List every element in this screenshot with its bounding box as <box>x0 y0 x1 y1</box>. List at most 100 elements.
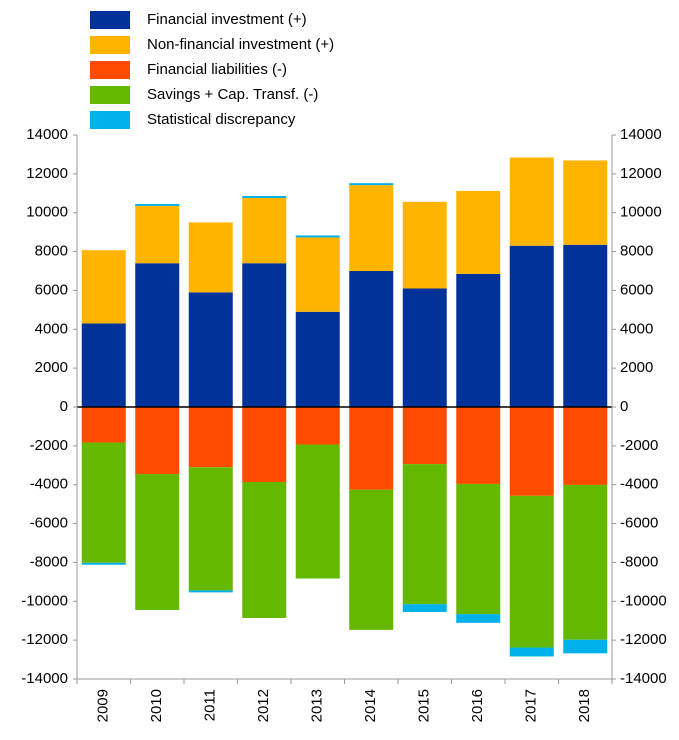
y-tick-label: -2000 <box>30 437 68 454</box>
bar <box>349 489 394 630</box>
bar <box>295 235 340 238</box>
bar <box>135 407 180 475</box>
y-tick-label: 12000 <box>26 165 68 182</box>
bar <box>188 590 233 593</box>
bar <box>135 474 180 611</box>
y-tick-label: 8000 <box>35 243 68 260</box>
y-tick-label: 10000 <box>26 204 68 221</box>
bar <box>563 244 608 407</box>
y2-tick-label: -8000 <box>620 553 658 570</box>
y-tick-label: -6000 <box>30 515 68 532</box>
y-tick-label: -8000 <box>30 553 68 570</box>
y-tick-label: 6000 <box>35 281 68 298</box>
legend-swatch <box>90 86 130 104</box>
bar <box>456 190 501 274</box>
legend-label: Financial liabilities (-) <box>147 61 287 78</box>
legend-swatch <box>90 36 130 54</box>
bar <box>81 407 126 443</box>
y-tick-label: 14000 <box>26 126 68 143</box>
legend-label: Savings + Cap. Transf. (-) <box>147 86 318 103</box>
bar <box>456 614 501 623</box>
x-tick-label: 2018 <box>576 689 593 722</box>
x-tick-label: 2016 <box>469 689 486 722</box>
x-tick-label: 2017 <box>523 689 540 722</box>
bar <box>402 604 447 612</box>
legend-swatch <box>90 61 130 79</box>
legend-swatch <box>90 11 130 29</box>
y-tick-label: 0 <box>60 398 68 415</box>
bar <box>509 245 554 407</box>
bar <box>242 196 287 198</box>
bar <box>81 562 126 565</box>
bar <box>349 271 394 407</box>
y2-tick-label: -12000 <box>620 631 667 648</box>
y-tick-label: -12000 <box>21 631 68 648</box>
x-tick-label: 2012 <box>255 689 272 722</box>
bar <box>188 292 233 407</box>
bar <box>242 263 287 407</box>
bar <box>242 481 287 618</box>
x-tick-label: 2015 <box>416 689 433 722</box>
y2-tick-label: 14000 <box>620 126 662 143</box>
x-tick-label: 2011 <box>202 689 219 721</box>
bar <box>563 160 608 245</box>
y2-tick-label: -14000 <box>620 670 667 687</box>
bar <box>135 205 180 264</box>
bar <box>81 442 126 563</box>
bar <box>402 464 447 605</box>
bar <box>188 222 233 293</box>
bar <box>509 495 554 648</box>
bar <box>509 407 554 496</box>
bar <box>295 407 340 445</box>
y-tick-label: 4000 <box>35 320 68 337</box>
bar <box>242 407 287 482</box>
y2-tick-label: 10000 <box>620 204 662 221</box>
bar <box>135 263 180 407</box>
legend-label: Financial investment (+) <box>147 11 307 28</box>
y2-tick-label: -10000 <box>620 592 667 609</box>
y2-tick-label: 0 <box>620 398 628 415</box>
bar <box>456 483 501 615</box>
bar <box>349 407 394 490</box>
bar <box>295 237 340 312</box>
y2-tick-label: -6000 <box>620 515 658 532</box>
bar <box>188 407 233 468</box>
bar <box>135 203 180 206</box>
y2-tick-label: -4000 <box>620 476 658 493</box>
bar <box>242 197 287 264</box>
y-tick-label: -4000 <box>30 476 68 493</box>
bar <box>188 467 233 591</box>
bar <box>349 183 394 186</box>
bar <box>81 323 126 407</box>
bar <box>563 407 608 485</box>
y2-tick-label: 12000 <box>620 165 662 182</box>
legend-swatch <box>90 111 130 129</box>
legend-label: Statistical discrepancy <box>147 111 296 128</box>
x-tick-label: 2014 <box>362 689 379 722</box>
y-tick-label: 2000 <box>35 359 68 376</box>
y2-tick-label: -2000 <box>620 437 658 454</box>
bar <box>295 444 340 579</box>
bar <box>402 407 447 465</box>
bar <box>81 250 126 324</box>
x-tick-label: 2013 <box>309 689 326 722</box>
x-tick-label: 2009 <box>95 689 112 722</box>
y2-tick-label: 4000 <box>620 320 653 337</box>
bar <box>295 311 340 407</box>
bar <box>402 201 447 289</box>
bar <box>349 185 394 271</box>
x-tick-label: 2010 <box>148 689 165 722</box>
bar <box>456 407 501 484</box>
bar <box>509 157 554 246</box>
y-tick-label: -14000 <box>21 670 68 687</box>
y2-tick-label: 6000 <box>620 281 653 298</box>
y2-tick-label: 2000 <box>620 359 653 376</box>
bar <box>456 273 501 407</box>
bar <box>402 288 447 407</box>
y-tick-label: -10000 <box>21 592 68 609</box>
bar <box>563 639 608 654</box>
legend-label: Non-financial investment (+) <box>147 36 334 53</box>
bar <box>509 647 554 657</box>
bar <box>563 484 608 640</box>
